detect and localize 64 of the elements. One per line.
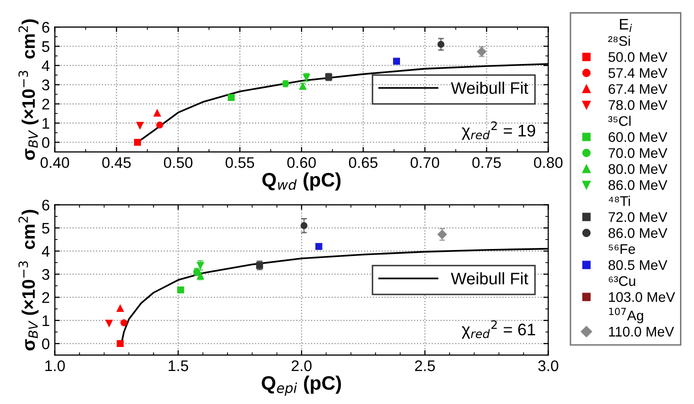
x-tick-label: 3.0	[538, 360, 558, 372]
text: $^{107}$Ag	[609, 308, 644, 324]
x-tick-label: 1.5	[168, 360, 188, 372]
x-tick-label: 0.45	[102, 157, 131, 168]
point	[136, 122, 144, 129]
legend-title: E$_{i}$	[620, 18, 632, 32]
text: ⁵⁶Fe	[608, 244, 636, 254]
text: ³⁵Cl	[608, 116, 631, 126]
x-tick-label: 0.55	[226, 157, 254, 168]
y-tick-label: 6	[42, 22, 50, 33]
point	[120, 319, 128, 326]
x-axis-title: Q$_{epi}$ (pC)	[262, 376, 341, 396]
point	[156, 122, 164, 128]
legend-label: Weibull Fit	[450, 272, 528, 284]
x-tick-label: 2.0	[292, 360, 312, 372]
legend-label: 86.0 MeV	[608, 180, 668, 190]
legend-label: 80.0 MeV	[608, 164, 668, 174]
legend-label: 103.0 MeV	[609, 292, 676, 302]
point	[116, 340, 124, 348]
legend-label: 67.4 MeV	[608, 84, 668, 94]
y-tick-label: 5	[42, 222, 50, 234]
point	[116, 304, 124, 312]
x-tick-label: 0.40	[40, 157, 70, 168]
legend-label: 78.0 MeV	[608, 100, 668, 110]
annotation: χ$_{red}$$^{2}$ = 61	[462, 320, 536, 339]
y-tick-label: 4	[42, 60, 50, 72]
point	[134, 138, 141, 146]
legend-label: 72.0 MeV	[608, 212, 668, 222]
y-tick-label: 4	[42, 246, 50, 257]
x-tick-label: 0.75	[472, 157, 501, 168]
y-tick-label: 0	[42, 338, 50, 350]
text: ²⁸Si	[608, 36, 630, 46]
legend-label: 70.0 MeV	[608, 148, 668, 158]
y-tick-label: 0	[42, 137, 50, 148]
y-tick-label: 1	[42, 315, 50, 326]
point	[106, 320, 113, 327]
y-tick-label: 6	[42, 200, 50, 211]
legend-label: 60.0 MeV	[608, 132, 668, 142]
x-axis-title: Q$_{wd}$ (pC)	[262, 172, 341, 191]
x-tick-label: 0.50	[164, 157, 192, 168]
annotation: χ$_{red}$$^{2}$ = 19	[462, 121, 536, 140]
x-tick-label: 2.5	[415, 360, 435, 372]
y-tick-label: 2	[42, 98, 50, 110]
point	[154, 110, 161, 117]
y-tick-label: 5	[42, 41, 50, 52]
legend-label: 110.0 MeV	[609, 326, 674, 337]
legend-label: 57.4 MeV	[608, 68, 668, 78]
y-tick-label: 2	[42, 292, 50, 303]
text: ⁶³Cu	[608, 276, 636, 286]
y-tick-label: 3	[42, 80, 50, 90]
legend-label: Weibull Fit	[450, 82, 528, 94]
legend-label: 50.0 MeV	[608, 52, 668, 62]
y-tick-label: 1	[42, 118, 50, 129]
x-tick-label: 0.60	[287, 157, 316, 168]
y-axis-title: σ$_{BV}$ (×10$^{−3}$ cm$^{2}$)	[18, 210, 39, 350]
x-tick-label: 0.65	[348, 157, 378, 168]
legend-label: 86.0 MeV	[608, 228, 668, 238]
y-tick-label: 3	[42, 269, 50, 280]
x-tick-label: 0.80	[534, 157, 563, 168]
y-axis-title: σ$_{BV}$ (×10$^{−3}$ cm$^{2}$)	[18, 19, 39, 160]
legend-label: 80.5 MeV	[608, 260, 668, 270]
text: ⁴⁸Ti	[608, 196, 630, 206]
x-tick-label: 0.70	[410, 157, 440, 168]
x-tick-label: 1.0	[45, 360, 65, 372]
